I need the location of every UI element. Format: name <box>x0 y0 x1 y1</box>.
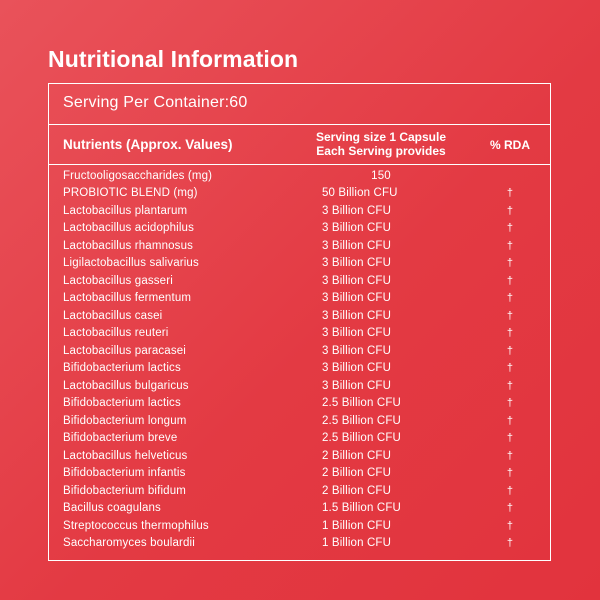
nutrient-amount: 150 <box>371 170 391 182</box>
nutrient-rda: † <box>506 485 514 497</box>
table-row: Lactobacillus bulgaricus 3 Billion CFU † <box>49 380 550 397</box>
nutrient-amount: 2 Billion CFU <box>322 467 392 479</box>
nutrient-name: Lactobacillus fermentum <box>63 292 192 304</box>
nutrient-name: Streptococcus thermophilus <box>63 520 209 532</box>
nutrient-amount: 3 Billion CFU <box>322 310 392 322</box>
nutrient-rda: † <box>506 310 514 322</box>
nutrient-amount: 1 Billion CFU <box>322 537 392 549</box>
nutrient-name: Bifidobacterium bifidum <box>63 485 186 497</box>
header-rda: % RDA <box>489 138 530 152</box>
nutrient-amount: 2 Billion CFU <box>322 450 392 462</box>
nutrient-rda: † <box>506 450 514 462</box>
header-nutrients: Nutrients (Approx. Values) <box>63 137 233 152</box>
serving-per-container: Serving Per Container:60 <box>63 94 248 111</box>
nutrient-name: Bacillus coagulans <box>63 502 161 514</box>
nutrient-amount: 3 Billion CFU <box>322 345 392 357</box>
nutrient-amount: 1 Billion CFU <box>322 520 392 532</box>
table-row: Lactobacillus helveticus 2 Billion CFU † <box>49 450 550 467</box>
nutrient-name: Saccharomyces boulardii <box>63 537 195 549</box>
nutrient-rda: † <box>506 520 514 532</box>
nutrient-amount: 50 Billion CFU <box>322 187 398 199</box>
table-row: Bifidobacterium infantis 2 Billion CFU † <box>49 467 550 484</box>
nutrient-name: Lactobacillus paracasei <box>63 345 186 357</box>
nutrient-rda: † <box>506 327 514 339</box>
nutrient-name: Bifidobacterium lactics <box>63 397 181 409</box>
nutrient-amount: 3 Billion CFU <box>322 275 392 287</box>
nutrient-amount: 3 Billion CFU <box>322 380 392 392</box>
table-row: Lactobacillus plantarum 3 Billion CFU † <box>49 205 550 222</box>
table-row: Saccharomyces boulardii 1 Billion CFU † <box>49 537 550 554</box>
table-row: Fructooligosaccharides (mg) 150 <box>49 170 550 187</box>
nutrient-rda: † <box>506 362 514 374</box>
nutrient-name: Lactobacillus rhamnosus <box>63 240 194 252</box>
table-row: Bifidobacterium lactics 2.5 Billion CFU † <box>49 397 550 414</box>
header-serving-size: Serving size 1 Capsule Each Serving prov… <box>307 130 455 158</box>
nutrient-rda: † <box>506 205 514 217</box>
nutrient-name: Bifidobacterium breve <box>63 432 178 444</box>
table-row: Lactobacillus rhamnosus 3 Billion CFU † <box>49 240 550 257</box>
nutrition-table: Serving Per Container:60 Nutrients (Appr… <box>48 83 551 561</box>
nutrient-rda: † <box>506 292 514 304</box>
divider <box>49 124 550 125</box>
nutrient-name: Lactobacillus plantarum <box>63 205 188 217</box>
nutrient-name: Bifidobacterium infantis <box>63 467 186 479</box>
table-row: Lactobacillus casei 3 Billion CFU † <box>49 310 550 327</box>
table-row: Lactobacillus reuteri 3 Billion CFU † <box>49 327 550 344</box>
nutrient-rda: † <box>506 275 514 287</box>
table-row: Bifidobacterium bifidum 2 Billion CFU † <box>49 485 550 502</box>
nutrient-name: Lactobacillus bulgaricus <box>63 380 189 392</box>
table-row: Ligilactobacillus salivarius 3 Billion CF… <box>49 257 550 274</box>
nutrient-amount: 1.5 Billion CFU <box>322 502 401 514</box>
table-row: Lactobacillus gasseri 3 Billion CFU † <box>49 275 550 292</box>
header-serving-line-1: Serving size 1 Capsule <box>315 130 447 144</box>
nutrient-name: Ligilactobacillus salivarius <box>63 257 199 269</box>
nutrient-name: Lactobacillus acidophilus <box>63 222 194 234</box>
nutrient-name: PROBIOTIC BLEND (mg) <box>63 187 198 199</box>
nutrient-rda: † <box>506 467 514 479</box>
table-row: Bacillus coagulans 1.5 Billion CFU † <box>49 502 550 519</box>
nutrient-amount: 3 Billion CFU <box>322 240 392 252</box>
table-row: Bifidobacterium lactics 3 Billion CFU † <box>49 362 550 379</box>
nutrient-amount: 3 Billion CFU <box>322 222 392 234</box>
divider <box>49 164 550 165</box>
nutrient-name: Bifidobacterium longum <box>63 415 187 427</box>
nutrient-rda: † <box>506 537 514 549</box>
nutrient-name: Fructooligosaccharides (mg) <box>63 170 213 182</box>
nutrient-name: Lactobacillus helveticus <box>63 450 188 462</box>
table-row: Bifidobacterium longum 2.5 Billion CFU † <box>49 415 550 432</box>
nutrient-amount: 2 Billion CFU <box>322 485 392 497</box>
nutrient-rda: † <box>506 432 514 444</box>
table-row: Lactobacillus paracasei 3 Billion CFU † <box>49 345 550 362</box>
table-row: PROBIOTIC BLEND (mg) 50 Billion CFU † <box>49 187 550 204</box>
nutrient-amount: 3 Billion CFU <box>322 292 392 304</box>
header-serving-line-2: Each Serving provides <box>316 144 446 158</box>
nutrient-rda: † <box>506 345 514 357</box>
nutrient-name: Lactobacillus gasseri <box>63 275 173 287</box>
table-row: Bifidobacterium breve 2.5 Billion CFU † <box>49 432 550 449</box>
table-row: Lactobacillus fermentum 3 Billion CFU † <box>49 292 550 309</box>
nutrient-rda: † <box>506 502 514 514</box>
nutrient-amount: 3 Billion CFU <box>322 327 392 339</box>
nutrient-rda: † <box>506 397 514 409</box>
nutrient-rda: † <box>506 240 514 252</box>
nutrient-rda: † <box>506 380 514 392</box>
table-row: Streptococcus thermophilus 1 Billion CFU † <box>49 520 550 537</box>
nutrient-rda: † <box>506 415 514 427</box>
nutrient-amount: 2.5 Billion CFU <box>322 415 401 427</box>
page-title: Nutritional Information <box>48 46 299 72</box>
nutrient-amount: 2.5 Billion CFU <box>322 397 401 409</box>
nutrient-amount: 3 Billion CFU <box>322 257 392 269</box>
nutrient-rda: † <box>506 257 514 269</box>
nutrient-rda: † <box>506 187 514 199</box>
nutrient-rda: † <box>506 222 514 234</box>
nutrient-amount: 2.5 Billion CFU <box>322 432 401 444</box>
nutrient-name: Bifidobacterium lactics <box>63 362 181 374</box>
nutrient-name: Lactobacillus casei <box>63 310 163 322</box>
nutrient-amount: 3 Billion CFU <box>322 362 392 374</box>
table-row: Lactobacillus acidophilus 3 Billion CFU † <box>49 222 550 239</box>
nutrient-name: Lactobacillus reuteri <box>63 327 169 339</box>
nutrient-amount: 3 Billion CFU <box>322 205 392 217</box>
